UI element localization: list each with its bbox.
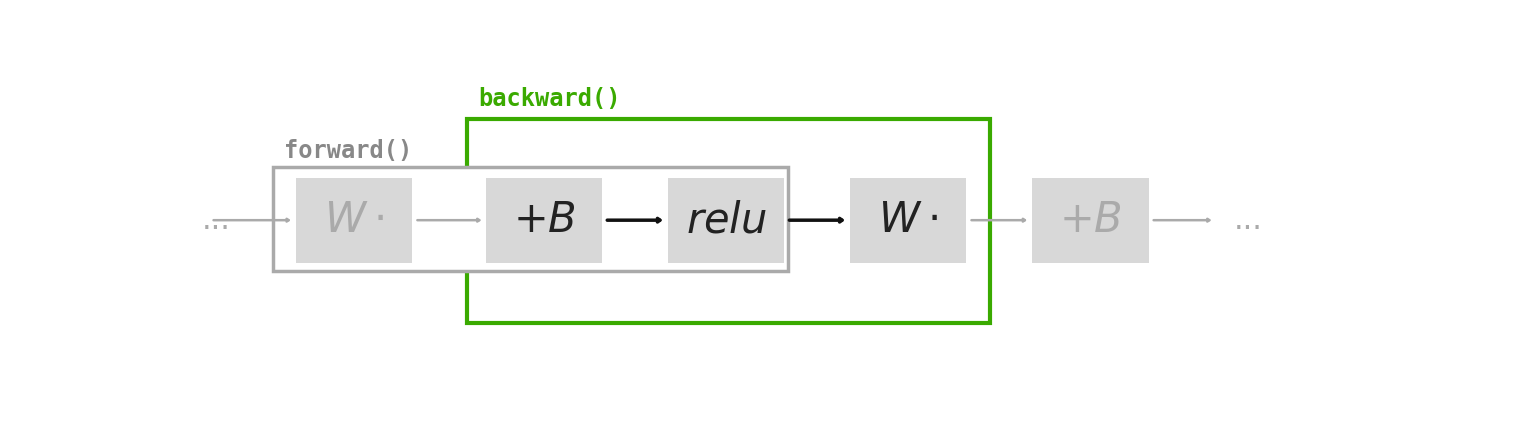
FancyBboxPatch shape [668,178,784,262]
Text: $+B$: $+B$ [513,199,576,241]
Text: forward(): forward() [285,139,413,163]
Text: $+B$: $+B$ [1059,199,1122,241]
Text: ...: ... [202,206,230,235]
Text: $relu$: $relu$ [686,199,767,241]
FancyBboxPatch shape [467,119,989,323]
Text: backward(): backward() [478,87,620,111]
FancyBboxPatch shape [273,167,788,271]
Text: $W\cdot$: $W\cdot$ [325,199,384,241]
FancyBboxPatch shape [1032,178,1148,262]
Text: ...: ... [1234,206,1263,235]
FancyBboxPatch shape [850,178,966,262]
Text: $W\cdot$: $W\cdot$ [879,199,939,241]
FancyBboxPatch shape [295,178,412,262]
FancyBboxPatch shape [485,178,602,262]
